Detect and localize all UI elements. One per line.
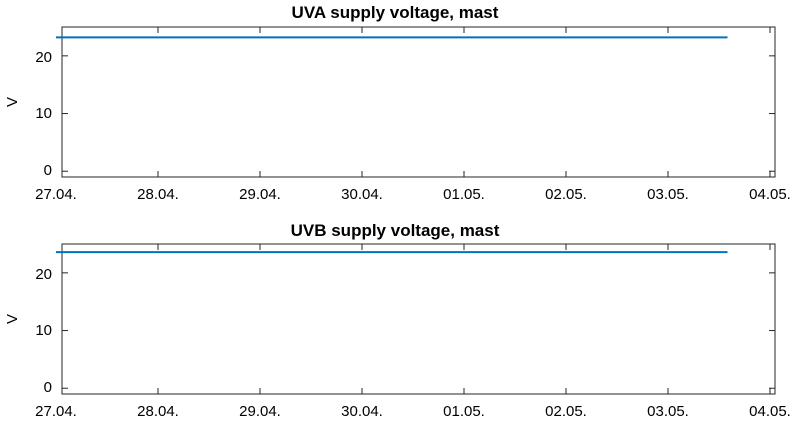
y-tick-label: 20 [35, 49, 52, 66]
x-tick-label: 04.05. [749, 186, 791, 203]
tick-marks [62, 244, 775, 394]
x-tick-label: 29.04. [239, 403, 281, 420]
x-tick-label: 03.05. [647, 403, 689, 420]
x-tick-label: 28.04. [137, 403, 179, 420]
x-tick-labels: 27.04. 28.04. 29.04. 30.04. 01.05. 02.05… [35, 186, 791, 203]
x-tick-label: 27.04. [35, 403, 77, 420]
y-tick-label: 0 [44, 379, 52, 396]
y-tick-labels: 20 10 0 [35, 266, 52, 396]
x-tick-label: 27.04. [35, 186, 77, 203]
y-tick-label: 20 [35, 266, 52, 283]
chart-title: UVB supply voltage, mast [291, 221, 500, 240]
y-tick-label: 10 [35, 322, 52, 339]
x-tick-label: 30.04. [341, 186, 383, 203]
x-tick-label: 01.05. [443, 403, 485, 420]
chart-panel-uva: UVA supply voltage, mast 20 10 0 V 27.04… [4, 3, 791, 203]
y-tick-labels: 20 10 0 [35, 49, 52, 179]
plot-frame [61, 243, 776, 395]
x-tick-label: 30.04. [341, 403, 383, 420]
chart-panel-uvb: UVB supply voltage, mast 20 10 0 V 27.04… [4, 221, 791, 420]
x-tick-label: 02.05. [545, 186, 587, 203]
x-tick-label: 03.05. [647, 186, 689, 203]
x-tick-label: 02.05. [545, 403, 587, 420]
y-tick-label: 10 [35, 105, 52, 122]
x-tick-label: 28.04. [137, 186, 179, 203]
x-tick-label: 29.04. [239, 186, 281, 203]
y-axis-label: V [4, 314, 21, 324]
plot-frame [61, 26, 776, 178]
tick-marks [62, 27, 775, 177]
y-axis-label: V [4, 97, 21, 107]
y-tick-label: 0 [44, 162, 52, 179]
x-tick-label: 04.05. [749, 403, 791, 420]
x-tick-label: 01.05. [443, 186, 485, 203]
x-tick-labels: 27.04. 28.04. 29.04. 30.04. 01.05. 02.05… [35, 403, 791, 420]
chart-title: UVA supply voltage, mast [292, 3, 499, 22]
